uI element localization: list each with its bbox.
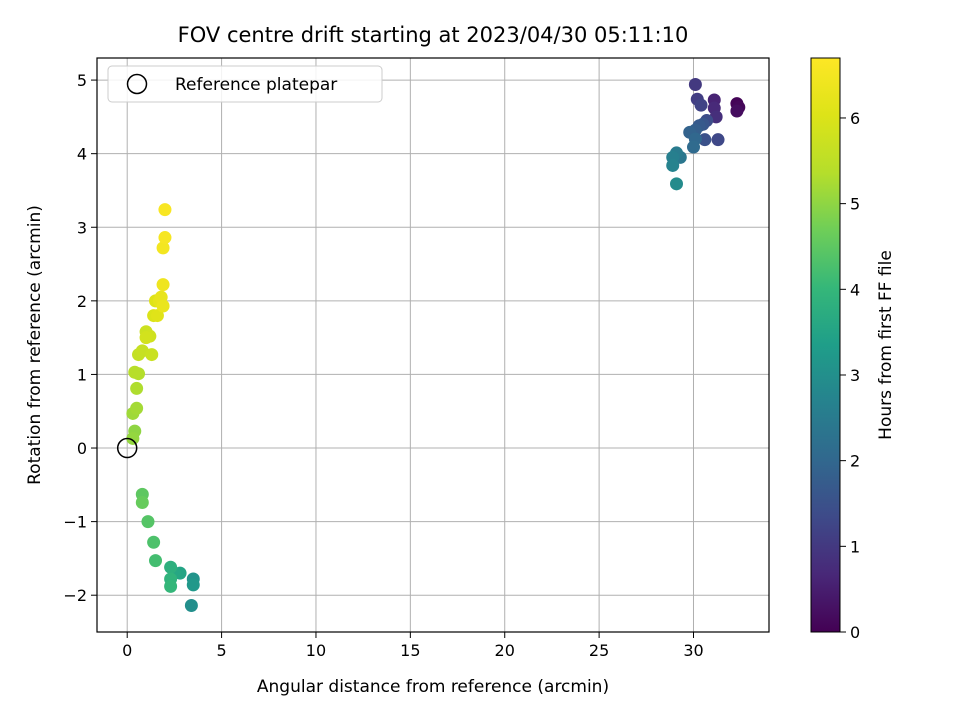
- colorbar-tick-label: 6: [850, 109, 860, 128]
- chart-title: FOV centre drift starting at 2023/04/30 …: [178, 23, 689, 47]
- data-point: [686, 140, 700, 154]
- x-tick-label: 10: [306, 641, 326, 660]
- y-tick-label: 5: [77, 71, 87, 90]
- data-point: [666, 158, 680, 172]
- colorbar-tick-label: 5: [850, 195, 860, 214]
- legend-box: [107, 65, 383, 103]
- data-point: [147, 535, 161, 549]
- data-point: [145, 348, 159, 362]
- data-point: [156, 278, 170, 292]
- data-point: [698, 133, 712, 147]
- x-tick-label: 25: [589, 641, 609, 660]
- data-points: [126, 77, 746, 613]
- legend-entry-label: Reference platepar: [175, 75, 337, 95]
- colorbar-ticks: 0 1 2 3 4 5 6: [840, 109, 860, 642]
- data-point: [694, 98, 708, 112]
- y-tick-label: 3: [77, 218, 87, 237]
- legend-reference-marker: [126, 73, 148, 95]
- data-point: [135, 495, 149, 509]
- reference-marker: [116, 437, 138, 459]
- y-axis-ticks: −2 −1 0 1 2 3 4 5: [63, 71, 97, 605]
- y-tick-label: 2: [77, 292, 87, 311]
- x-tick-label: 15: [400, 641, 420, 660]
- data-point: [150, 309, 164, 323]
- reference-platepar-point: [116, 437, 138, 459]
- colorbar-label: Hours from first FF file: [876, 250, 896, 440]
- data-point: [156, 241, 170, 255]
- data-point: [156, 299, 170, 313]
- data-point: [711, 133, 725, 147]
- data-point: [164, 560, 178, 574]
- y-tick-label: 0: [77, 439, 87, 458]
- data-point: [184, 599, 198, 613]
- colorbar-tick-label: 0: [850, 623, 860, 642]
- y-tick-label: −2: [63, 586, 87, 605]
- x-tick-label: 0: [122, 641, 132, 660]
- grid-lines: [97, 58, 769, 632]
- data-point: [139, 331, 153, 345]
- x-tick-label: 30: [683, 641, 703, 660]
- colorbar-tick-label: 1: [850, 537, 860, 556]
- plot-background: [97, 58, 769, 632]
- plot-frame: [96, 57, 770, 633]
- data-point: [130, 381, 144, 395]
- data-point: [149, 554, 163, 568]
- colorbar: [810, 57, 841, 633]
- data-point: [688, 77, 702, 91]
- x-tick-label: 5: [216, 641, 226, 660]
- data-point: [128, 365, 142, 379]
- data-point: [130, 401, 144, 415]
- data-point: [126, 431, 140, 445]
- x-axis-ticks: 0 5 10 15 20 25 30: [122, 632, 704, 660]
- y-tick-label: 4: [77, 145, 87, 164]
- y-tick-label: −1: [63, 513, 87, 532]
- x-axis-label: Angular distance from reference (arcmin): [257, 677, 609, 697]
- data-point: [186, 578, 200, 592]
- data-point: [670, 177, 684, 191]
- data-point: [158, 231, 172, 245]
- data-point: [164, 579, 178, 593]
- y-tick-label: 1: [77, 365, 87, 384]
- colorbar-tick-label: 2: [850, 452, 860, 471]
- y-axis-label: Rotation from reference (arcmin): [25, 205, 45, 485]
- colorbar-tick-label: 3: [850, 366, 860, 385]
- data-point: [158, 203, 172, 217]
- data-point: [730, 104, 744, 118]
- data-point: [141, 515, 155, 529]
- legend: Reference platepar: [107, 65, 383, 103]
- x-tick-label: 20: [495, 641, 515, 660]
- colorbar-tick-label: 4: [850, 280, 860, 299]
